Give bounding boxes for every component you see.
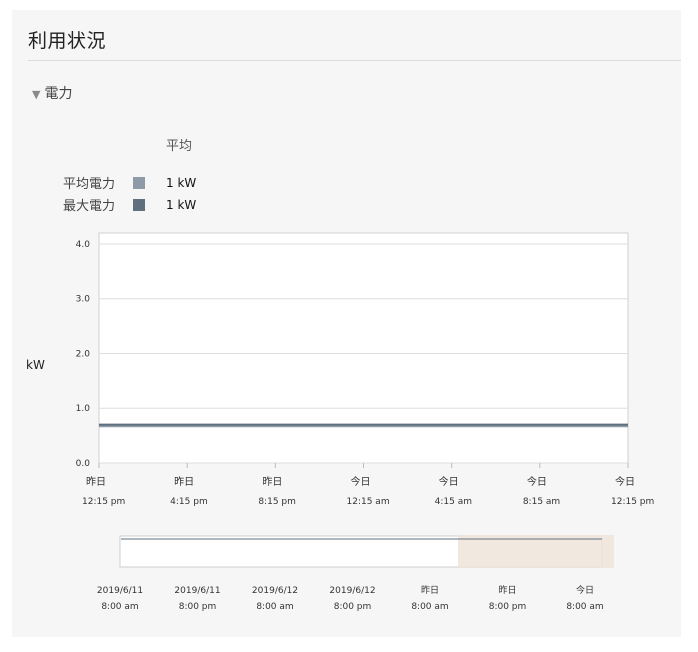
x-tick-time: 12:15 pm xyxy=(611,497,654,507)
navigator-tick-day: 2019/6/11 xyxy=(97,586,143,596)
navigator-tick-day: 昨日 xyxy=(421,584,439,596)
y-axis-label: kW xyxy=(26,358,45,372)
legend-swatch-max xyxy=(133,198,145,211)
x-tick-day: 今日 xyxy=(527,475,547,488)
section-toggle-power[interactable]: ▼ 電力 xyxy=(32,83,72,103)
x-tick-day: 今日 xyxy=(351,475,371,488)
section-label: 電力 xyxy=(44,86,73,102)
legend-value: 1 kW xyxy=(166,197,197,212)
legend-column-header: 平均 xyxy=(166,139,193,154)
navigator-tick-time: 8:00 am xyxy=(566,602,603,612)
legend-item-average: 平均電力 1 kW xyxy=(63,173,196,193)
x-tick-day: 昨日 xyxy=(262,476,282,488)
x-tick-day: 昨日 xyxy=(174,476,194,488)
x-tick-time: 12:15 pm xyxy=(82,497,125,507)
x-tick-day: 今日 xyxy=(439,475,459,488)
legend-value: 1 kW xyxy=(166,175,197,190)
navigator-tick-day: 今日 xyxy=(576,584,594,596)
x-tick-day: 今日 xyxy=(615,475,635,488)
navigator-selection xyxy=(458,535,614,568)
navigator-tick-day: 2019/6/11 xyxy=(174,586,220,596)
navigator-tick-time: 8:00 am xyxy=(101,602,138,612)
navigator-tick-time: 8:00 am xyxy=(256,602,293,612)
x-tick-day: 昨日 xyxy=(86,476,106,488)
navigator-tick-time: 8:00 pm xyxy=(334,602,372,612)
x-tick-time: 8:15 am xyxy=(523,497,560,507)
x-tick-time: 4:15 pm xyxy=(170,497,208,507)
y-tick-label: 2.0 xyxy=(76,349,91,359)
legend-label: 平均電力 xyxy=(63,177,116,192)
y-tick-label: 4.0 xyxy=(76,240,91,250)
legend-item-max: 最大電力 1 kW xyxy=(63,195,196,215)
title-divider xyxy=(28,60,681,61)
triangle-down-icon: ▼ xyxy=(32,88,41,101)
y-tick-label: 0.0 xyxy=(76,459,91,469)
navigator-tick-day: 2019/6/12 xyxy=(252,586,298,596)
y-tick-label: 1.0 xyxy=(76,404,91,414)
x-tick-time: 12:15 am xyxy=(347,497,390,507)
x-tick-time: 8:15 pm xyxy=(258,497,296,507)
navigator-tick-time: 8:00 pm xyxy=(179,602,217,612)
x-tick-time: 4:15 am xyxy=(435,497,472,507)
y-tick-label: 3.0 xyxy=(76,295,91,305)
navigator-tick-time: 8:00 pm xyxy=(489,602,527,612)
legend-label: 最大電力 xyxy=(63,199,116,214)
page-title: 利用状況 xyxy=(28,30,107,52)
legend-swatch-average xyxy=(133,176,145,189)
plot-area xyxy=(98,232,629,464)
navigator-tick-time: 8:00 am xyxy=(411,602,448,612)
navigator-tick-day: 昨日 xyxy=(498,584,516,596)
navigator-tick-day: 2019/6/12 xyxy=(329,586,375,596)
